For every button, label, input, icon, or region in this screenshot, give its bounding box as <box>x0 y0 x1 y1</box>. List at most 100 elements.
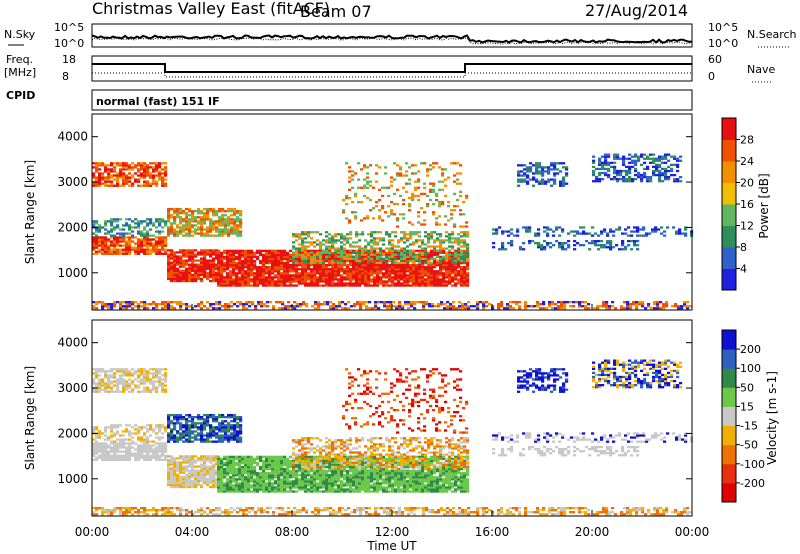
echo-cell <box>430 263 434 267</box>
echo-cell <box>367 276 371 279</box>
echo-cell <box>203 463 207 466</box>
echo-cell <box>625 157 629 160</box>
echo-cell <box>391 253 395 256</box>
echo-cell <box>492 246 496 249</box>
echo-cell <box>352 257 356 260</box>
echo-cell <box>541 178 545 181</box>
echo-cell <box>98 432 102 435</box>
echo-cell <box>286 270 290 273</box>
echo-cell <box>403 270 407 273</box>
echo-cell <box>92 444 96 447</box>
echo-cell <box>547 172 551 175</box>
echo-cell <box>346 237 350 240</box>
echo-cell <box>140 168 144 171</box>
echo-cell <box>244 274 248 277</box>
echo-cell <box>110 234 114 237</box>
echo-cell <box>188 483 192 487</box>
echo-cell <box>301 237 305 240</box>
echo-cell <box>203 465 207 468</box>
echo-cell <box>140 222 144 225</box>
echo-cell <box>331 266 335 269</box>
echo-cell <box>390 180 394 183</box>
echo-cell <box>226 276 230 279</box>
echo-cell <box>173 473 177 476</box>
echo-cell <box>188 257 192 260</box>
echo-cell <box>188 430 192 433</box>
echo-cell <box>675 232 679 235</box>
echo-cell <box>349 233 353 236</box>
echo-cell <box>110 224 114 227</box>
echo-cell <box>155 307 159 310</box>
echo-cell <box>197 303 201 306</box>
echo-cell <box>203 271 207 275</box>
echo-cell <box>161 442 165 445</box>
echo-cell <box>465 194 469 198</box>
echo-cell <box>140 176 144 179</box>
echo-cell <box>385 282 389 285</box>
echo-cell <box>286 261 290 265</box>
echo-cell <box>170 249 174 252</box>
echo-cell <box>635 307 639 310</box>
echo-cell <box>310 274 314 277</box>
echo-cell <box>400 261 404 265</box>
echo-cell <box>146 370 150 373</box>
echo-cell <box>104 390 108 393</box>
echo-cell <box>295 270 299 273</box>
echo-cell <box>451 272 455 275</box>
echo-cell <box>340 235 344 238</box>
echo-cell <box>606 232 610 235</box>
echo-cell <box>458 307 462 310</box>
echo-cell <box>188 230 192 233</box>
echo-cell <box>146 388 150 391</box>
echo-cell <box>436 276 440 279</box>
echo-cell <box>402 217 406 220</box>
echo-cell <box>131 174 135 177</box>
echo-cell <box>107 240 111 243</box>
echo-cell <box>378 166 382 169</box>
echo-cell <box>176 259 180 262</box>
echo-cell <box>143 300 147 304</box>
echo-cell <box>125 382 129 385</box>
echo-cell <box>119 164 123 167</box>
echo-cell <box>122 307 126 310</box>
echo-cell <box>683 303 687 306</box>
echo-cell <box>355 235 359 238</box>
echo-cell <box>167 267 171 270</box>
echo-cell <box>585 239 589 243</box>
echo-cell <box>239 232 243 235</box>
echo-cell <box>451 284 455 287</box>
echo-cell <box>637 175 641 179</box>
echo-cell <box>286 274 290 277</box>
echo-cell <box>116 164 120 167</box>
echo-cell <box>122 430 126 433</box>
echo-cell <box>283 261 287 265</box>
echo-cell <box>358 268 362 271</box>
echo-cell <box>197 483 201 487</box>
echo-cell <box>310 268 314 271</box>
echo-cell <box>438 180 442 183</box>
echo-cell <box>412 233 416 236</box>
echo-cell <box>173 477 177 481</box>
echo-cell <box>454 278 458 281</box>
echo-cell <box>173 255 177 258</box>
echo-cell <box>584 307 588 310</box>
echo-cell <box>559 180 563 183</box>
echo-cell <box>518 300 522 304</box>
echo-cell <box>232 284 236 287</box>
echo-cell <box>98 374 102 377</box>
echo-cell <box>200 249 204 252</box>
echo-cell <box>212 473 216 476</box>
echo-cell <box>394 270 398 273</box>
echo-cell <box>200 234 204 237</box>
echo-cell <box>394 263 398 267</box>
echo-cell <box>134 454 138 457</box>
echo-cell <box>224 220 228 223</box>
echo-cell <box>421 270 425 273</box>
echo-cell <box>170 459 174 462</box>
echo-cell <box>298 251 302 255</box>
echo-cell <box>134 458 138 461</box>
echo-cell <box>173 267 177 270</box>
echo-cell <box>110 388 114 391</box>
echo-cell <box>143 162 147 165</box>
echo-cell <box>433 239 437 242</box>
